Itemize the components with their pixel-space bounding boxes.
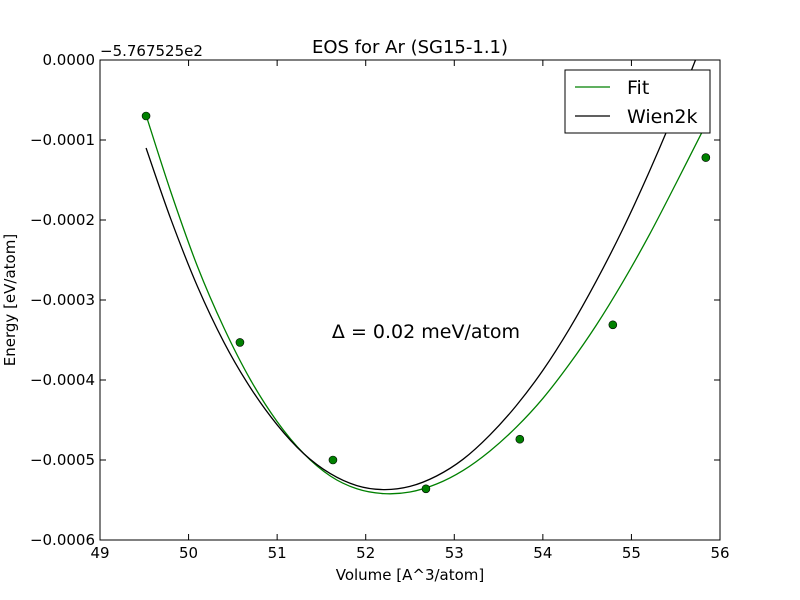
data-point: [515, 434, 525, 444]
x-tick-label: 55: [622, 544, 641, 562]
x-tick-label: 53: [445, 544, 464, 562]
legend-label-wien2k: Wien2k: [627, 106, 697, 128]
legend-box: [564, 69, 711, 134]
y-tick-label: −0.0004: [30, 371, 95, 389]
x-tick-label: 51: [268, 544, 287, 562]
ticks-layer: 49 50 51 52 53 54 55 56 0.0000 −0.0001 −0.0002 −0.0…: [30, 51, 730, 562]
data-point: [608, 320, 618, 330]
y-tick-label: −0.0006: [30, 531, 95, 549]
x-axis-label: Volume [A^3/atom]: [336, 566, 485, 584]
y-tick-label: −0.0002: [30, 211, 95, 229]
data-point: [701, 153, 711, 162]
y-tick-label: −0.0001: [30, 131, 95, 149]
chart-title: EOS for Ar (SG15-1.1): [312, 37, 508, 58]
plot-frame: [99, 59, 721, 541]
x-tick-label: 50: [179, 544, 198, 562]
y-axis-label: Energy [eV/atom]: [1, 234, 19, 366]
data-point: [328, 455, 338, 465]
y-tick-label: −0.0005: [30, 451, 95, 469]
legend: Fit Wien2k: [564, 69, 711, 134]
series-layer: [141, 60, 711, 495]
data-point: [235, 338, 245, 347]
x-tick-label: 56: [710, 544, 729, 562]
data-point: [421, 484, 431, 494]
legend-label-fit: Fit: [627, 77, 649, 99]
x-tick-label: 52: [356, 544, 375, 562]
x-tick-label: 49: [90, 544, 109, 562]
data-point: [141, 111, 151, 121]
series-line-wien2k: [145, 60, 697, 491]
x-tick-label: 54: [533, 544, 552, 562]
series-line-fit: [145, 115, 706, 495]
delta-annotation: Δ = 0.02 meV/atom: [332, 321, 520, 343]
y-tick-label: −0.0003: [30, 291, 95, 309]
y-tick-label: 0.0000: [43, 51, 96, 69]
y-offset-label: −5.767525e2: [100, 42, 203, 60]
